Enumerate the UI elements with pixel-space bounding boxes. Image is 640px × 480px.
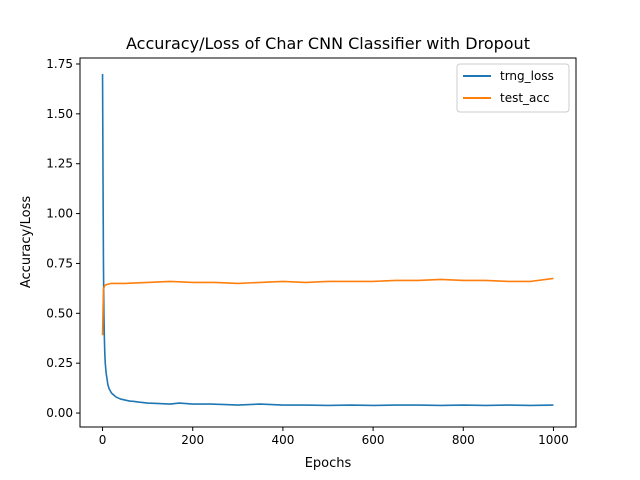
plot-area bbox=[79, 57, 577, 428]
chart-title: Accuracy/Loss of Char CNN Classifier wit… bbox=[126, 34, 530, 53]
y-tick-label: 0.00 bbox=[46, 406, 73, 420]
y-tick-label: 1.75 bbox=[46, 57, 73, 71]
y-tick-label: 1.50 bbox=[46, 107, 73, 121]
x-axis-ticks: 0 200 400 600 800 1000 bbox=[99, 427, 569, 447]
legend-label-test_acc: test_acc bbox=[500, 91, 550, 105]
axes-background bbox=[80, 58, 576, 427]
legend-label-trng_loss: trng_loss bbox=[500, 69, 554, 83]
x-tick-label: 1000 bbox=[538, 433, 569, 447]
series-layer bbox=[101, 73, 554, 407]
y-tick-label: 0.50 bbox=[46, 306, 73, 320]
x-axis-label: Epochs bbox=[305, 456, 352, 471]
y-axis-ticks: 0.00 0.25 0.50 0.75 1.00 1.25 1.50 1.75 bbox=[46, 57, 80, 420]
x-tick-label: 0 bbox=[99, 433, 107, 447]
y-tick-label: 1.00 bbox=[46, 207, 73, 221]
y-axis-label: Accuracy/Loss bbox=[19, 196, 34, 288]
axes-frame bbox=[79, 57, 577, 428]
series-line-trng_loss bbox=[101, 73, 554, 407]
x-tick-label: 600 bbox=[362, 433, 385, 447]
y-tick-label: 0.25 bbox=[46, 356, 73, 370]
x-tick-label: 400 bbox=[271, 433, 294, 447]
y-tick-label: 1.25 bbox=[46, 157, 73, 171]
series-line-test_acc bbox=[101, 277, 554, 336]
x-tick-label: 800 bbox=[452, 433, 475, 447]
y-tick-label: 0.75 bbox=[46, 256, 73, 270]
x-tick-label: 200 bbox=[181, 433, 204, 447]
legend: trng_loss test_acc bbox=[456, 63, 570, 113]
